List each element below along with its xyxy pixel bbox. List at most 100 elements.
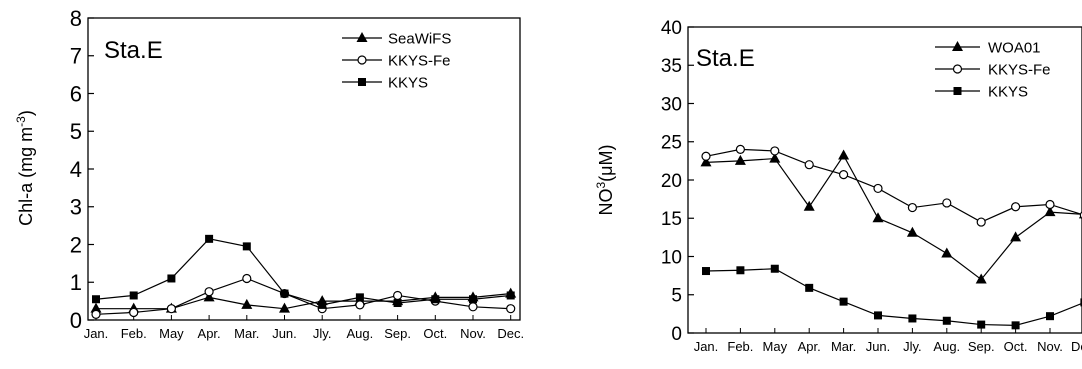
data-point — [805, 283, 814, 292]
x-tick-label: Dec. — [497, 326, 524, 341]
x-tick-label: Jan. — [694, 339, 719, 354]
legend-marker — [356, 32, 368, 42]
legend-label: SeaWiFS — [388, 31, 451, 48]
y-tick-label: 20 — [661, 171, 682, 192]
data-point — [468, 302, 478, 312]
data-point — [242, 242, 251, 251]
x-tick-label: Aug. — [933, 339, 960, 354]
data-point — [734, 154, 746, 165]
series-line — [95, 277, 511, 315]
legend-marker — [952, 41, 963, 51]
x-tick-label: Oct. — [423, 326, 447, 341]
x-tick-label: Apr. — [198, 326, 221, 341]
legend-label: KKYS — [988, 84, 1028, 101]
data-point — [874, 311, 882, 320]
y-tick-label: 15 — [661, 209, 682, 230]
x-tick-label: Jan. — [84, 326, 109, 341]
x-tick-label: Nov. — [460, 326, 486, 341]
data-point — [839, 297, 848, 306]
data-point — [838, 170, 849, 180]
data-point — [908, 314, 917, 323]
y-tick-label: 10 — [661, 247, 682, 268]
y-tick-label: 7 — [70, 44, 82, 69]
x-tick-label: Sep. — [384, 326, 411, 341]
x-tick-label: Jun. — [866, 339, 891, 354]
data-point — [1010, 202, 1021, 212]
data-point — [506, 291, 515, 300]
data-point — [977, 320, 986, 329]
legend-label: WOA01 — [988, 40, 1041, 57]
data-point — [941, 247, 953, 258]
data-point — [872, 212, 884, 223]
x-tick-label: Jun. — [272, 326, 297, 341]
series-triangle — [90, 287, 517, 313]
data-point — [355, 293, 364, 302]
y-tick-label: 40 — [661, 18, 682, 39]
data-point — [770, 146, 780, 156]
data-point — [167, 274, 176, 283]
data-point — [92, 295, 100, 304]
data-point — [204, 287, 214, 297]
y-tick-label: 8 — [70, 6, 82, 31]
x-tick-label: Aug. — [347, 326, 374, 341]
data-point — [770, 264, 779, 273]
legend-label: KKYS-Fe — [988, 62, 1051, 79]
x-tick-label: Feb. — [121, 326, 147, 341]
series-line — [95, 238, 511, 306]
data-point — [431, 295, 440, 304]
data-point — [907, 202, 918, 213]
series-line — [705, 268, 1082, 326]
x-tick-label: Nov. — [1037, 339, 1063, 354]
series-circle-open — [91, 273, 516, 319]
data-point — [1080, 298, 1082, 307]
y-tick-label: 3 — [70, 195, 82, 220]
data-point — [769, 152, 781, 163]
legend-label: KKYS-Fe — [388, 53, 451, 70]
data-point — [1011, 321, 1020, 330]
x-tick-label: Dec. — [1071, 339, 1082, 354]
data-point — [838, 149, 850, 160]
y-tick-label: 5 — [70, 119, 82, 144]
data-point — [280, 289, 289, 298]
data-point — [873, 183, 883, 194]
nitrate-panel: 0 5 10 15 20 25 30 35 40 Jan. Feb. May Apr. Mar. Jun. J… — [594, 18, 1082, 354]
data-point — [906, 226, 918, 237]
data-point — [241, 298, 253, 309]
series-line — [705, 154, 1082, 281]
data-point — [701, 151, 711, 161]
y-tick-label: 0 — [70, 308, 82, 333]
data-point — [129, 307, 139, 318]
data-point — [90, 302, 102, 313]
chl-a-panel: 0 1 2 3 4 5 6 7 8 Jan. Feb. May Apr. Mar. Jun. Jly. Aug.… — [14, 6, 524, 341]
data-point — [702, 267, 710, 276]
y-tick-label: 0 — [671, 324, 682, 345]
y-tick-label: 4 — [70, 157, 82, 182]
y-tick-label: 35 — [661, 56, 682, 77]
data-point — [166, 304, 176, 314]
data-point — [506, 304, 516, 314]
data-point — [735, 144, 746, 154]
legend-marker — [358, 78, 366, 86]
y-axis-label: Chl-a (mg m-3) — [14, 110, 36, 226]
panel-label: Sta.E — [104, 37, 163, 64]
y-axis-label: NO3(μM) — [594, 144, 616, 215]
data-point — [1044, 206, 1056, 217]
data-point — [318, 300, 327, 309]
series-line — [96, 292, 511, 310]
data-point — [1045, 199, 1055, 210]
series-square — [92, 234, 515, 309]
data-point — [129, 291, 138, 300]
legend-marker — [357, 55, 367, 65]
data-point — [942, 198, 952, 208]
y-tick-label: 2 — [70, 232, 82, 257]
legend-label: KKYS — [388, 75, 428, 92]
data-point — [1046, 312, 1054, 321]
x-tick-label: Feb. — [727, 339, 753, 354]
x-tick-label: Jly. — [313, 326, 332, 341]
x-tick-label: Jly. — [903, 339, 922, 354]
legend-marker — [953, 87, 962, 95]
panel-label: Sta.E — [696, 45, 755, 72]
x-tick-label: Mar. — [831, 339, 856, 354]
data-point — [355, 300, 365, 310]
